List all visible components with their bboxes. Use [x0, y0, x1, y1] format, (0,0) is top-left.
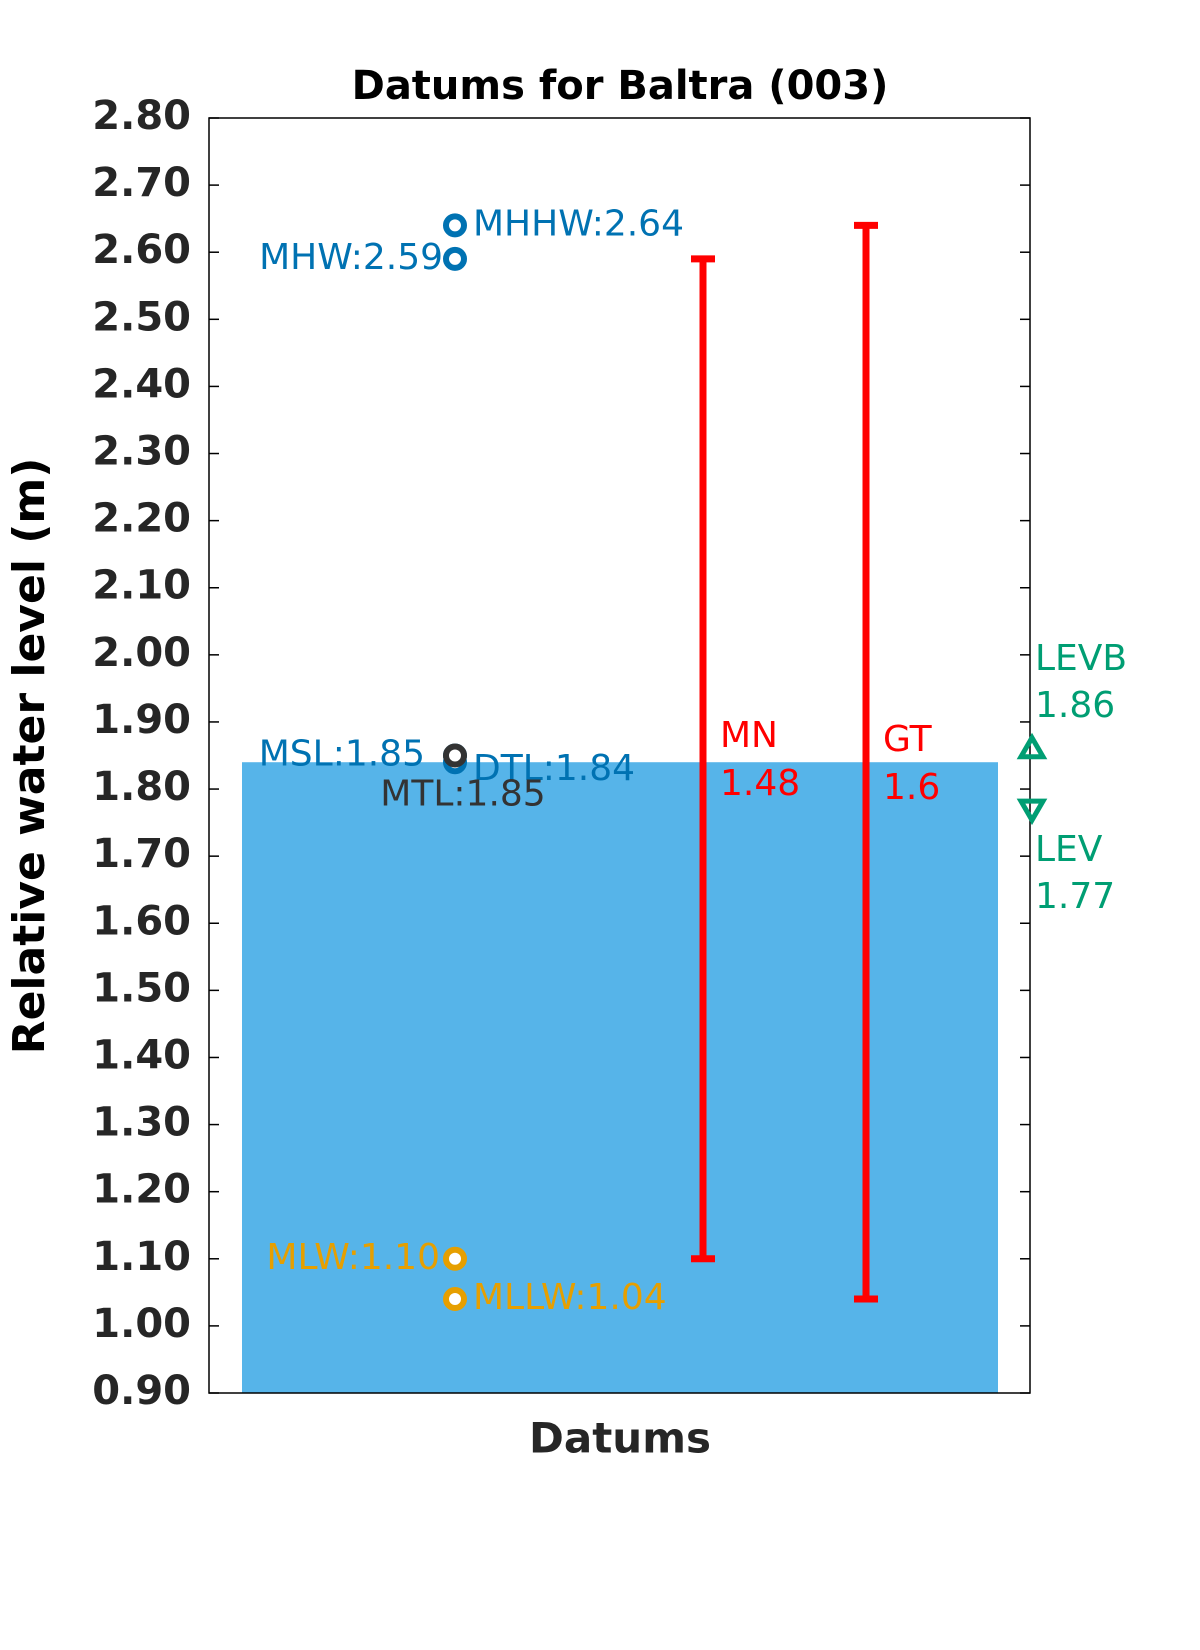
- y-tick-label: 1.70: [92, 831, 191, 877]
- y-tick-label: 1.20: [92, 1167, 191, 1213]
- y-tick-label: 1.60: [92, 898, 191, 944]
- range-bar: [854, 221, 878, 1303]
- y-tick-label: 1.90: [92, 697, 191, 743]
- bar: [242, 762, 998, 1393]
- y-tick-label: 1.10: [92, 1234, 191, 1280]
- range-bar: [691, 255, 715, 1263]
- level-value: 1.86: [1035, 685, 1115, 726]
- datum-point: [443, 213, 467, 238]
- datum-point: [443, 743, 467, 768]
- y-tick-label: 1.00: [92, 1301, 191, 1347]
- datum-label: MSL:1.85: [259, 734, 425, 775]
- y-tick-label: 1.30: [92, 1100, 191, 1146]
- datum-label: MLLW:1.04: [473, 1277, 667, 1318]
- y-tick-label: 2.60: [92, 227, 191, 273]
- y-tick-label: 2.20: [92, 496, 191, 542]
- range-name: MN: [720, 715, 778, 756]
- datum-point: [443, 1287, 467, 1312]
- y-axis-label: Relative water level (m): [4, 458, 55, 1055]
- level-name: LEV: [1035, 829, 1103, 870]
- datum-label: MLW:1.10: [266, 1237, 440, 1278]
- level-marker: [1016, 732, 1048, 760]
- x-axis-label: Datums: [529, 1414, 711, 1463]
- datum-label: MHW:2.59: [259, 237, 443, 278]
- y-tick-label: 1.50: [92, 965, 191, 1011]
- y-tick-label: 2.30: [92, 429, 191, 475]
- level-marker: [1016, 798, 1048, 826]
- range-name: GT: [883, 719, 933, 760]
- datum-point: [443, 246, 467, 271]
- datum-label: DTL:1.84: [473, 748, 635, 789]
- y-tick-label: 2.50: [92, 294, 191, 340]
- range-value: 1.6: [883, 767, 940, 808]
- datum-label: MHHW:2.64: [473, 203, 684, 244]
- y-tick-label: 2.40: [92, 361, 191, 407]
- level-value: 1.77: [1035, 876, 1115, 917]
- y-tick-label: 1.80: [92, 764, 191, 810]
- y-tick-label: 2.80: [92, 93, 191, 139]
- y-tick-label: 2.00: [92, 630, 191, 676]
- y-tick-label: 2.10: [92, 563, 191, 609]
- chart-title: Datums for Baltra (003): [352, 63, 889, 109]
- datum-point: [443, 1246, 467, 1271]
- range-value: 1.48: [720, 763, 800, 804]
- datum-label: MTL:1.85: [380, 774, 545, 815]
- level-name: LEVB: [1035, 638, 1127, 679]
- y-tick-label: 1.40: [92, 1032, 191, 1078]
- y-tick-label: 2.70: [92, 160, 191, 206]
- y-tick-label: 0.90: [92, 1368, 191, 1414]
